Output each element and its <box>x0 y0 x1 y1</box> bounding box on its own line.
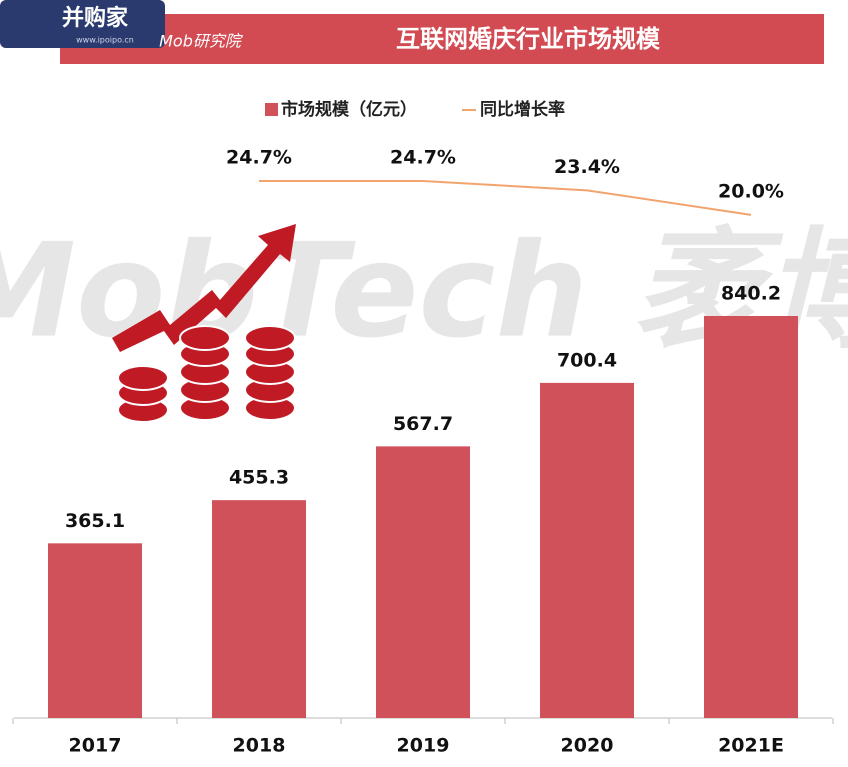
legend-swatch <box>265 103 278 116</box>
legend-label: 同比增长率 <box>480 99 565 120</box>
legend-label: 市场规模（亿元） <box>281 99 417 120</box>
data-label: 700.4 <box>557 349 617 371</box>
chart-title: 互联网婚庆行业市场规模 <box>396 25 661 53</box>
bar <box>376 446 470 718</box>
x-tick-label: 2021E <box>718 735 784 757</box>
mob-logo: Mob研究院 <box>159 32 244 51</box>
bar <box>212 500 306 718</box>
x-tick-label: 2017 <box>69 735 122 757</box>
data-label: 365.1 <box>65 510 125 532</box>
logo-box <box>0 0 165 48</box>
bar <box>540 382 634 718</box>
header-band <box>60 14 824 64</box>
data-label: 23.4% <box>554 156 620 178</box>
bar <box>704 316 798 718</box>
data-label: 24.7% <box>226 147 292 169</box>
data-label: 840.2 <box>721 283 781 305</box>
bar <box>48 543 142 718</box>
data-label: 455.3 <box>229 467 289 489</box>
x-tick-label: 2018 <box>233 735 286 757</box>
line <box>259 180 752 216</box>
logo-text: 并购家 <box>62 5 129 31</box>
x-tick-label: 2019 <box>397 735 450 757</box>
decoration <box>112 224 296 423</box>
logo-url: www.ipoipo.cn <box>76 36 134 45</box>
x-tick-label: 2020 <box>561 735 614 757</box>
data-label: 567.7 <box>393 413 453 435</box>
data-label: 24.7% <box>390 147 456 169</box>
data-label: 20.0% <box>718 180 784 202</box>
